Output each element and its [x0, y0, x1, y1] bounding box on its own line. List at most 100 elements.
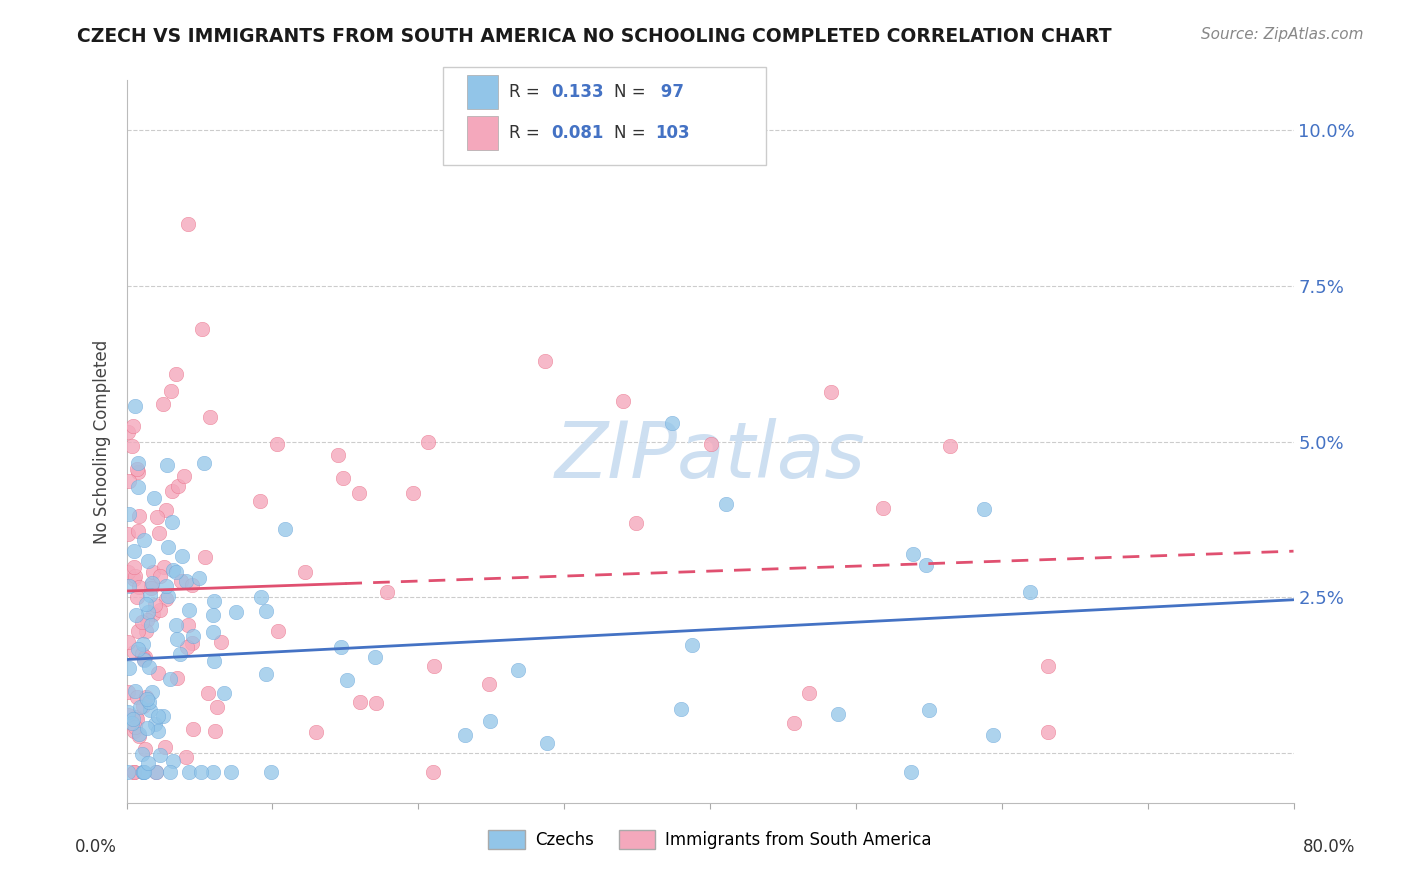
Point	[332, 471, 354, 485]
Text: N =: N =	[614, 124, 651, 142]
Point	[132, 764, 155, 779]
Point	[173, 469, 195, 483]
Point	[155, 592, 177, 607]
Point	[124, 720, 146, 734]
Point	[207, 700, 229, 714]
Point	[915, 558, 938, 573]
Point	[177, 617, 200, 632]
Point	[783, 716, 806, 731]
Point	[266, 437, 288, 451]
Point	[174, 574, 197, 588]
Point	[181, 723, 204, 737]
Point	[139, 588, 162, 602]
Point	[138, 554, 160, 568]
Point	[661, 416, 683, 430]
Point	[122, 724, 145, 739]
Point	[166, 632, 188, 647]
Point	[225, 605, 247, 619]
Point	[202, 764, 225, 779]
Point	[118, 507, 141, 521]
Point	[201, 624, 224, 639]
Text: N =: N =	[614, 83, 651, 101]
Point	[157, 541, 180, 555]
Point	[716, 497, 738, 511]
Point	[132, 652, 155, 666]
Point	[124, 572, 146, 586]
Point	[506, 663, 529, 677]
Point	[117, 566, 139, 580]
Point	[131, 615, 153, 630]
Point	[454, 727, 477, 741]
Point	[1036, 658, 1059, 673]
Point	[132, 764, 155, 779]
Point	[128, 727, 150, 741]
Point	[122, 544, 145, 558]
Text: Source: ZipAtlas.com: Source: ZipAtlas.com	[1201, 27, 1364, 42]
Point	[681, 638, 703, 652]
Point	[146, 509, 169, 524]
Point	[330, 640, 353, 654]
Point	[136, 756, 159, 770]
Point	[143, 717, 166, 731]
Point	[349, 486, 371, 500]
Point	[156, 458, 179, 472]
Text: ZIPatlas: ZIPatlas	[554, 418, 866, 494]
Point	[141, 685, 163, 699]
Point	[162, 563, 184, 577]
Point	[612, 393, 634, 408]
Point	[145, 764, 167, 779]
Point	[132, 533, 155, 548]
Point	[305, 724, 328, 739]
Point	[138, 703, 160, 717]
Point	[128, 580, 150, 594]
Point	[131, 698, 153, 713]
Point	[122, 764, 145, 779]
Text: 0.081: 0.081	[551, 124, 603, 142]
Point	[254, 667, 277, 681]
Point	[159, 764, 181, 779]
Point	[117, 475, 139, 489]
Point	[127, 466, 149, 480]
Point	[536, 736, 558, 750]
Point	[294, 565, 316, 579]
Point	[155, 579, 177, 593]
Point	[422, 764, 444, 779]
Point	[135, 692, 157, 706]
Point	[624, 516, 647, 531]
Point	[177, 217, 200, 231]
Point	[132, 637, 155, 651]
Point	[155, 502, 177, 516]
Point	[135, 690, 157, 705]
Point	[901, 547, 924, 561]
Point	[148, 526, 170, 541]
Point	[981, 728, 1004, 742]
Point	[477, 677, 499, 691]
Point	[181, 578, 204, 592]
Point	[142, 491, 165, 506]
Point	[143, 599, 166, 613]
Point	[128, 508, 150, 523]
Point	[169, 648, 191, 662]
Point	[165, 618, 187, 632]
Point	[127, 642, 149, 657]
Point	[162, 515, 184, 529]
Point	[212, 686, 235, 700]
Point	[364, 650, 387, 665]
Point	[136, 613, 159, 627]
Point	[135, 721, 157, 735]
Point	[202, 593, 225, 607]
Point	[273, 522, 295, 536]
Point	[190, 764, 212, 779]
Point	[135, 624, 157, 638]
Point	[122, 560, 145, 574]
Point	[177, 764, 200, 779]
Point	[124, 684, 146, 698]
Point	[478, 714, 501, 728]
Text: R =: R =	[509, 124, 546, 142]
Point	[267, 624, 290, 638]
Point	[204, 724, 226, 739]
Point	[117, 706, 139, 720]
Point	[202, 654, 225, 668]
Point	[170, 574, 193, 588]
Point	[127, 590, 149, 604]
